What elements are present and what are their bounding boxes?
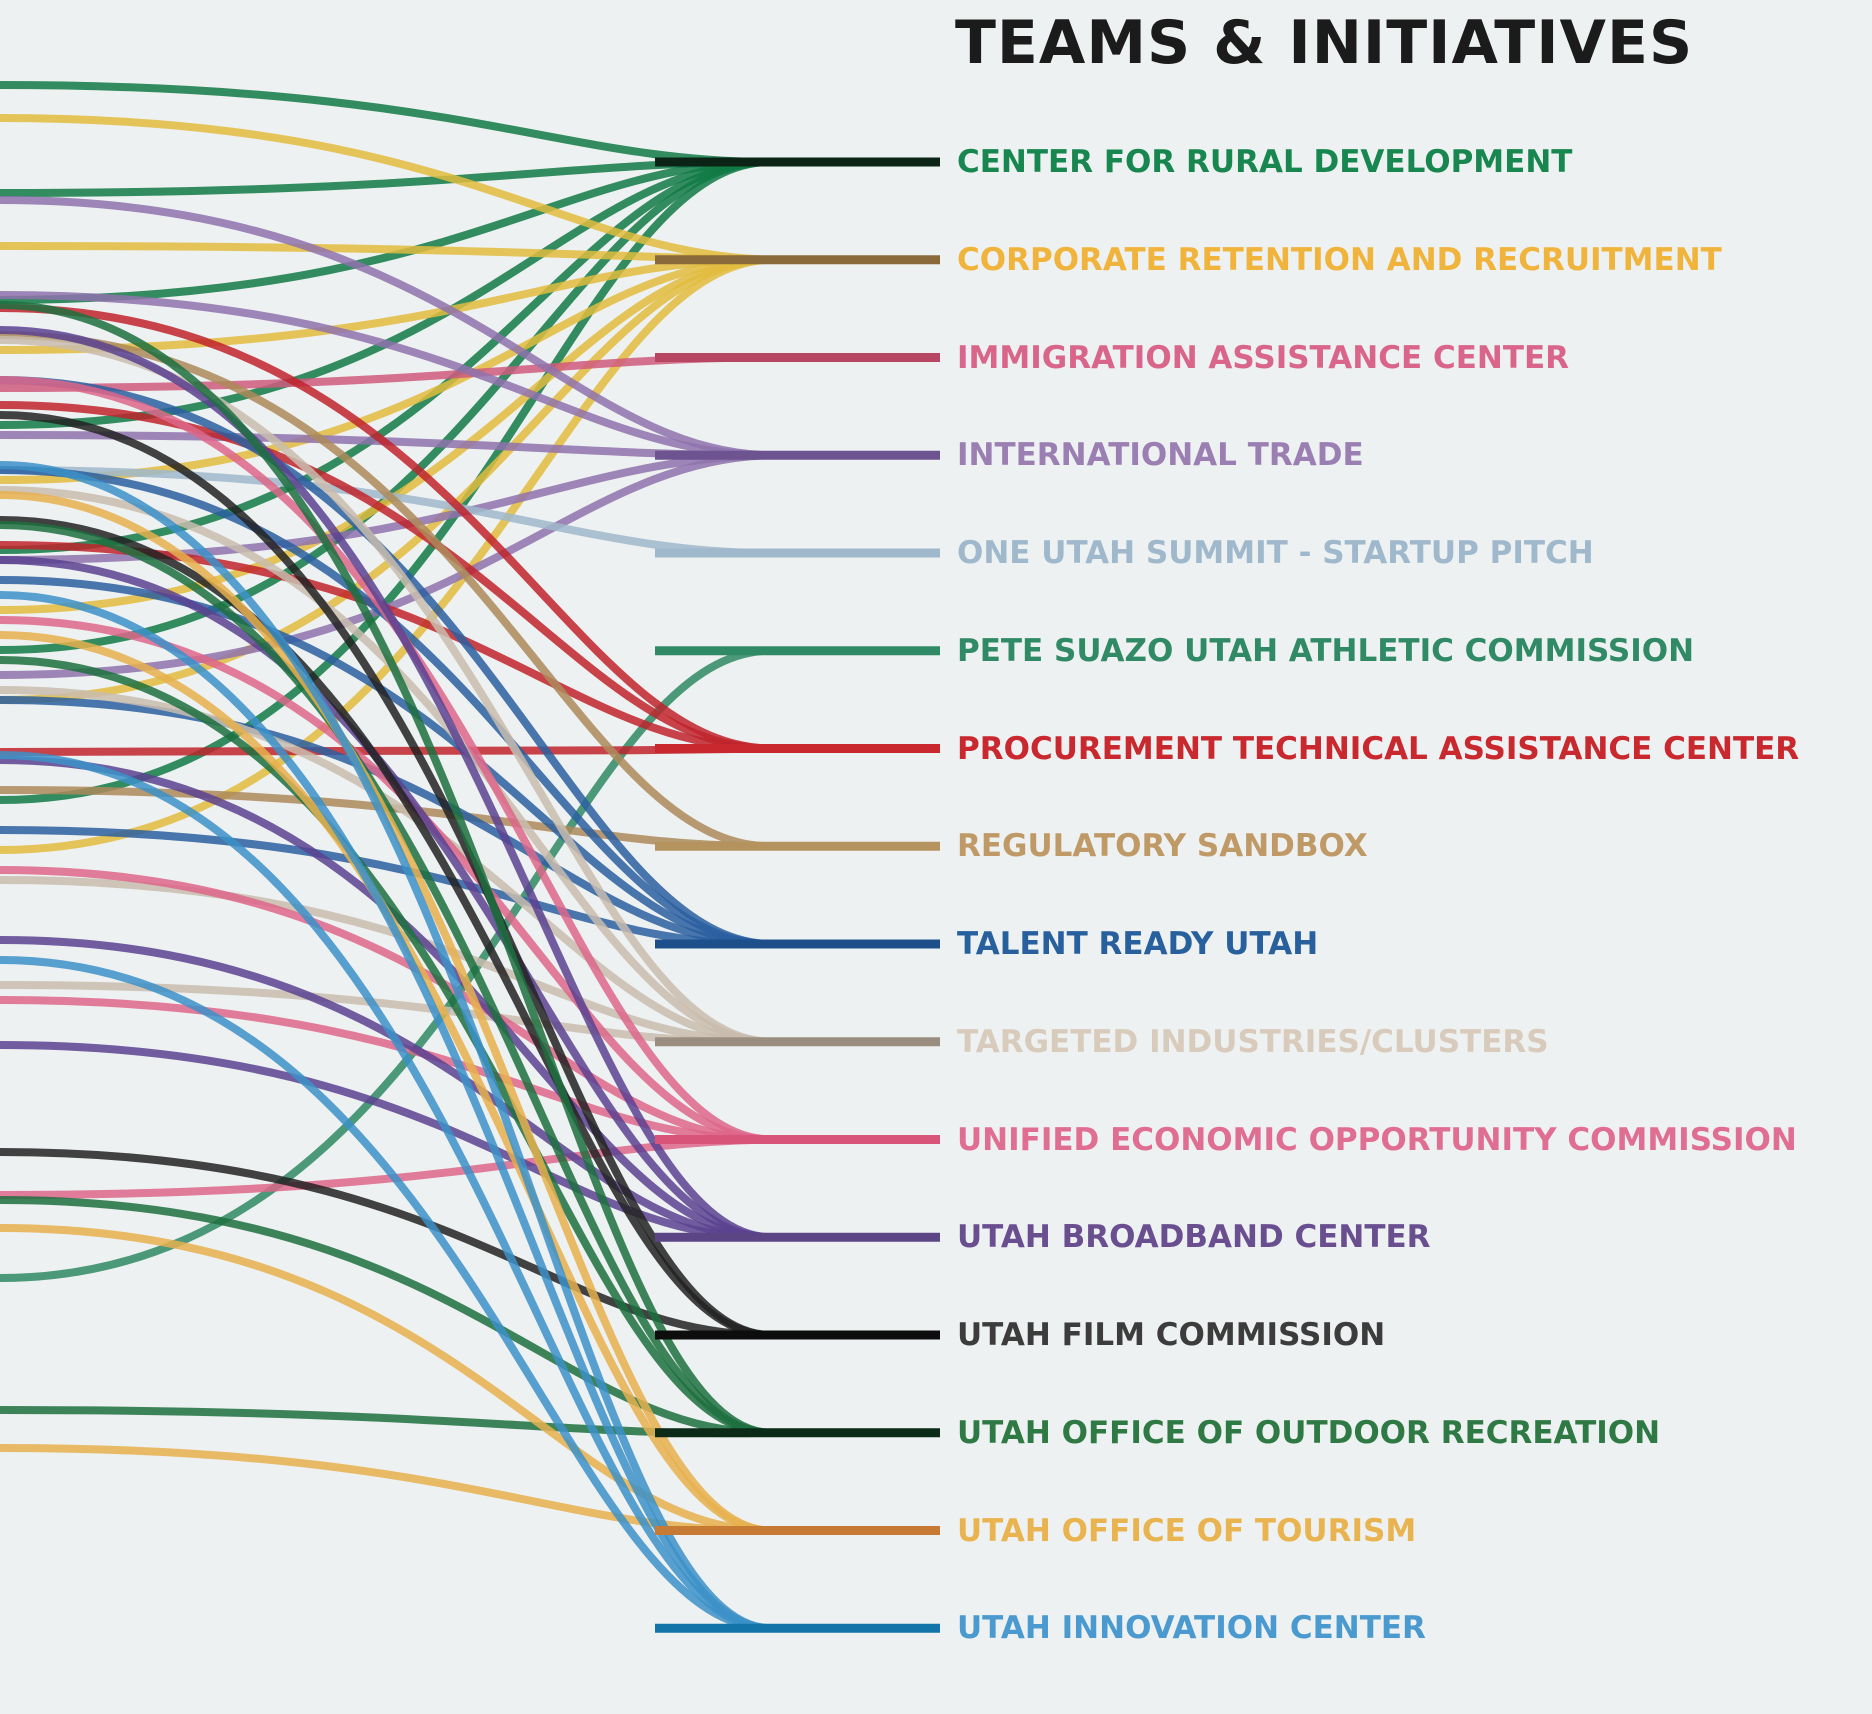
team-label-procurement-technical-assistance-center[interactable]: PROCUREMENT TECHNICAL ASSISTANCE CENTER [957,730,1800,767]
link-line-immigration-assistance-center [0,353,771,392]
link-line-talent-ready-utah [0,466,771,948]
link-line-utah-office-of-tourism [0,631,771,1535]
link-line-international-trade [0,291,771,460]
link-line-utah-film-commission [0,1148,771,1340]
link-line-utah-broadband-center [0,756,771,1242]
link-line-utah-innovation-center [0,591,771,1633]
line-end-segments [655,157,940,1633]
team-label-regulatory-sandbox[interactable]: REGULATORY SANDBOX [957,828,1368,865]
link-line-utah-office-of-tourism [0,1224,771,1535]
link-line-utah-broadband-center [0,326,771,1242]
link-line-utah-office-of-outdoor-recreation [0,1196,771,1437]
team-label-talent-ready-utah[interactable]: TALENT READY UTAH [957,926,1319,962]
link-line-international-trade [0,451,771,679]
link-line-one-utah-summit-startup-pitch [0,466,771,557]
team-label-utah-office-of-outdoor-recreation[interactable]: UTAH OFFICE OF OUTDOOR RECREATION [957,1414,1661,1451]
link-line-unified-economic-opportunity-commission [0,376,771,1144]
team-label-center-for-rural-development[interactable]: CENTER FOR RURAL DEVELOPMENT [957,144,1573,180]
connection-lines [0,81,771,1633]
team-label-one-utah-summit-startup-pitch[interactable]: ONE UTAH SUMMIT - STARTUP PITCH [957,535,1594,571]
link-line-talent-ready-utah [0,826,771,949]
link-line-corporate-retention-and-recruitment [0,255,771,854]
link-line-utah-broadband-center [0,1041,771,1242]
team-label-immigration-assistance-center[interactable]: IMMIGRATION ASSISTANCE CENTER [957,339,1570,376]
page-title: TEAMS & INITIATIVES [955,8,1694,78]
link-line-corporate-retention-and-recruitment [0,114,771,264]
team-label-utah-broadband-center[interactable]: UTAH BROADBAND CENTER [957,1219,1431,1256]
link-line-center-for-rural-development [0,158,771,654]
link-line-unified-economic-opportunity-commission [0,996,771,1144]
link-line-utah-innovation-center [0,956,771,1633]
link-line-corporate-retention-and-recruitment [0,255,771,704]
link-line-utah-office-of-outdoor-recreation [0,521,771,1437]
link-line-utah-office-of-tourism [0,491,771,1535]
link-line-corporate-retention-and-recruitment [0,255,771,614]
link-line-utah-broadband-center [0,556,771,1242]
team-label-utah-office-of-tourism[interactable]: UTAH OFFICE OF TOURISM [957,1512,1417,1549]
team-label-utah-film-commission[interactable]: UTAH FILM COMMISSION [957,1317,1386,1353]
team-label-unified-economic-opportunity-commission[interactable]: UNIFIED ECONOMIC OPPORTUNITY COMMISSION [957,1121,1797,1158]
link-line-utah-office-of-outdoor-recreation [0,301,771,1437]
link-line-procurement-technical-assistance-center [0,744,771,756]
link-line-utah-innovation-center [0,461,771,1633]
link-line-utah-innovation-center [0,751,771,1633]
team-label-pete-suazo-utah-athletic-commission[interactable]: PETE SUAZO UTAH ATHLETIC COMMISSION [957,632,1695,669]
link-line-utah-film-commission [0,516,771,1339]
link-line-regulatory-sandbox [0,331,771,851]
team-label-international-trade[interactable]: INTERNATIONAL TRADE [957,437,1364,474]
link-line-international-trade [0,196,771,460]
team-label-corporate-retention-and-recruitment[interactable]: CORPORATE RETENTION AND RECRUITMENT [957,241,1722,278]
team-label-targeted-industries-clusters[interactable]: TARGETED INDUSTRIES/CLUSTERS [957,1023,1549,1060]
link-line-talent-ready-utah [0,376,771,948]
link-line-procurement-technical-assistance-center [0,304,771,753]
link-line-center-for-rural-development [0,158,771,304]
team-label-utah-innovation-center[interactable]: UTAH INNOVATION CENTER [957,1610,1426,1647]
